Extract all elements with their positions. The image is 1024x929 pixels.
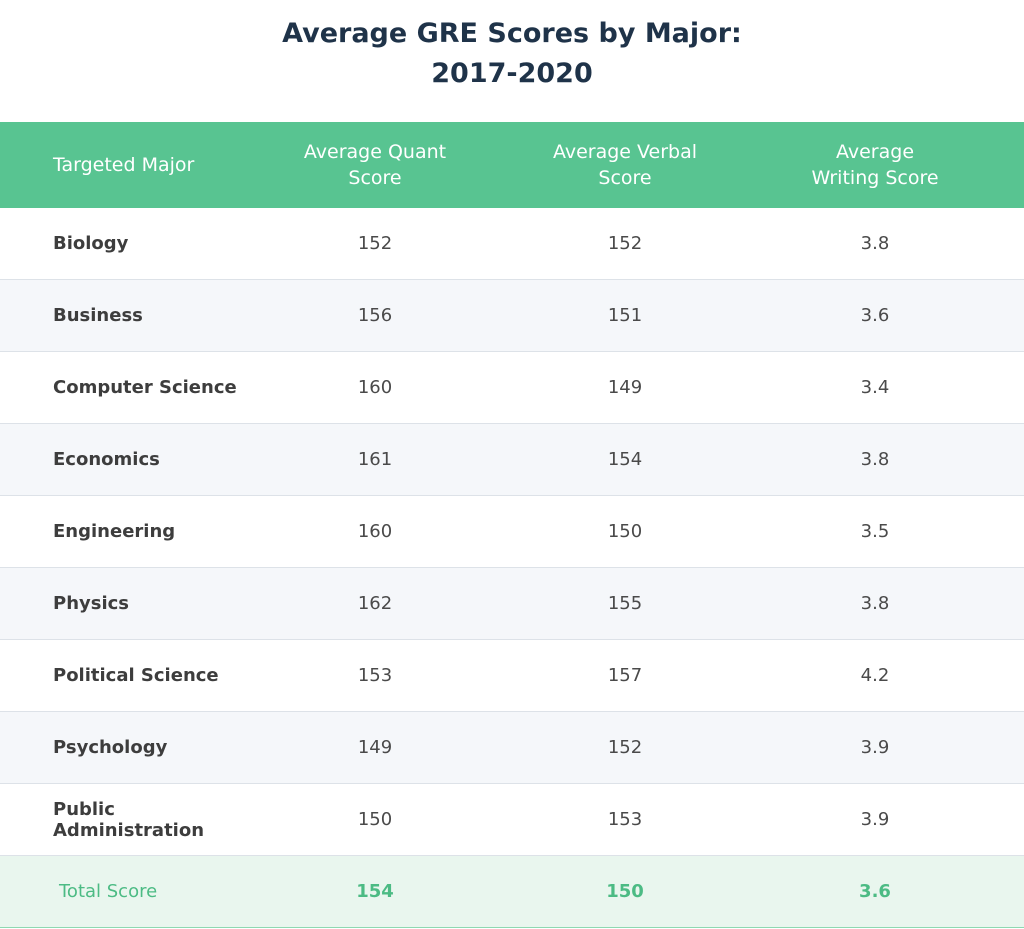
score-cell: 160 — [250, 351, 500, 424]
score-cell: 151 — [500, 279, 750, 352]
total-row: Total Score 154 150 3.6 — [0, 855, 1024, 928]
score-cell: 157 — [500, 639, 750, 712]
major-cell: Public Administration — [0, 783, 250, 856]
header-row: Targeted Major Average Quant Score Average… — [0, 122, 1024, 208]
title-line: Average GRE Scores by Major: — [282, 18, 742, 49]
score-cell: 3.9 — [750, 711, 1024, 784]
column-header-text: Targeted Major — [53, 154, 195, 176]
score-cell: 162 — [250, 567, 500, 640]
column-header-text: Average Quant Score — [303, 141, 447, 189]
major-cell: Psychology — [0, 711, 250, 784]
score-cell: 154 — [250, 855, 500, 928]
scores-table: Targeted Major Average Quant Score Average… — [0, 122, 1024, 928]
major-cell: Engineering — [0, 495, 250, 568]
major-cell: Biology — [0, 208, 250, 280]
score-cell: 153 — [250, 639, 500, 712]
score-cell: 152 — [250, 208, 500, 280]
column-header: Average Quant Score — [250, 122, 500, 208]
score-cell: 154 — [500, 423, 750, 496]
table-row: Computer Science 160 149 3.4 — [0, 351, 1024, 424]
score-cell: 3.8 — [750, 208, 1024, 280]
score-cell: 150 — [500, 855, 750, 928]
column-header-text: Average Writing Score — [811, 141, 939, 189]
column-header: Average Verbal Score — [500, 122, 750, 208]
score-cell: 3.6 — [750, 279, 1024, 352]
table-row: Engineering 160 150 3.5 — [0, 495, 1024, 568]
score-cell: 155 — [500, 567, 750, 640]
major-cell: Economics — [0, 423, 250, 496]
table-row: Public Administration 150 153 3.9 — [0, 783, 1024, 856]
column-header: Targeted Major — [0, 122, 250, 208]
score-cell: 3.4 — [750, 351, 1024, 424]
table-row: Business 156 151 3.6 — [0, 279, 1024, 352]
major-cell: Computer Science — [0, 351, 250, 424]
table-row: Psychology 149 152 3.9 — [0, 711, 1024, 784]
score-cell: 149 — [500, 351, 750, 424]
title-line: 2017-2020 — [431, 58, 593, 89]
score-cell: 3.8 — [750, 567, 1024, 640]
score-cell: 4.2 — [750, 639, 1024, 712]
score-cell: 153 — [500, 783, 750, 856]
score-cell: 152 — [500, 711, 750, 784]
table-row: Physics 162 155 3.8 — [0, 567, 1024, 640]
major-cell: Business — [0, 279, 250, 352]
score-cell: 152 — [500, 208, 750, 280]
major-cell: Physics — [0, 567, 250, 640]
table-body: Biology 152 152 3.8 Business 156 151 3.6 Compute… — [0, 208, 1024, 928]
score-cell: 150 — [250, 783, 500, 856]
score-cell: 149 — [250, 711, 500, 784]
score-cell: 161 — [250, 423, 500, 496]
score-cell: 3.5 — [750, 495, 1024, 568]
column-header-text: Average Verbal Score — [552, 141, 698, 189]
table-row: Biology 152 152 3.8 — [0, 208, 1024, 280]
major-cell: Political Science — [0, 639, 250, 712]
score-cell: 156 — [250, 279, 500, 352]
score-cell: 160 — [250, 495, 500, 568]
score-cell: 150 — [500, 495, 750, 568]
score-cell: 3.8 — [750, 423, 1024, 496]
title: Average GRE Scores by Major: 2017-2020 — [0, 14, 1024, 94]
table-row: Political Science 153 157 4.2 — [0, 639, 1024, 712]
table-row: Economics 161 154 3.8 — [0, 423, 1024, 496]
score-cell: 3.6 — [750, 855, 1024, 928]
major-cell: Total Score — [0, 855, 250, 928]
column-header: Average Writing Score — [750, 122, 1024, 208]
score-cell: 3.9 — [750, 783, 1024, 856]
